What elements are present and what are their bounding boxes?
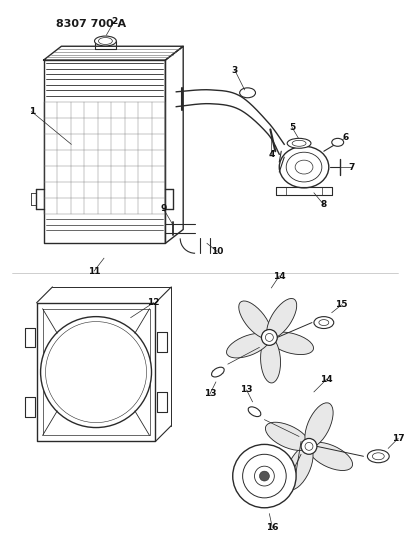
Ellipse shape bbox=[332, 139, 344, 146]
Ellipse shape bbox=[239, 301, 271, 338]
Text: 3: 3 bbox=[232, 66, 238, 75]
Text: 16: 16 bbox=[266, 523, 279, 532]
Text: 8307 700 A: 8307 700 A bbox=[56, 19, 126, 29]
Text: 9: 9 bbox=[160, 204, 166, 213]
Text: 13: 13 bbox=[240, 385, 253, 394]
Ellipse shape bbox=[305, 403, 333, 447]
Ellipse shape bbox=[267, 298, 297, 338]
Ellipse shape bbox=[266, 422, 310, 450]
Text: 4: 4 bbox=[268, 150, 275, 159]
Text: 11: 11 bbox=[88, 266, 100, 276]
Circle shape bbox=[259, 471, 269, 481]
Circle shape bbox=[262, 329, 277, 345]
Ellipse shape bbox=[368, 450, 389, 463]
Circle shape bbox=[301, 439, 317, 454]
Text: 1: 1 bbox=[29, 107, 35, 116]
Text: 10: 10 bbox=[211, 247, 223, 256]
Ellipse shape bbox=[261, 337, 281, 383]
Ellipse shape bbox=[211, 367, 224, 377]
Circle shape bbox=[233, 445, 296, 508]
Text: 6: 6 bbox=[342, 133, 349, 142]
Text: 7: 7 bbox=[348, 163, 355, 172]
Text: 5: 5 bbox=[289, 123, 295, 132]
Text: 17: 17 bbox=[392, 434, 404, 443]
Text: 8: 8 bbox=[321, 200, 327, 209]
Text: 13: 13 bbox=[204, 390, 216, 398]
Ellipse shape bbox=[95, 36, 116, 46]
Ellipse shape bbox=[239, 88, 255, 98]
Text: 14: 14 bbox=[321, 375, 333, 384]
Circle shape bbox=[305, 442, 313, 450]
Circle shape bbox=[266, 334, 273, 342]
Text: 14: 14 bbox=[273, 271, 286, 280]
Ellipse shape bbox=[308, 442, 353, 471]
Ellipse shape bbox=[248, 407, 261, 417]
Ellipse shape bbox=[279, 146, 329, 188]
Ellipse shape bbox=[269, 332, 313, 354]
Circle shape bbox=[255, 466, 274, 486]
Ellipse shape bbox=[287, 139, 311, 148]
Circle shape bbox=[40, 317, 151, 427]
Ellipse shape bbox=[314, 317, 334, 328]
Text: 2: 2 bbox=[111, 17, 118, 26]
Ellipse shape bbox=[285, 446, 313, 490]
Text: 15: 15 bbox=[335, 300, 348, 309]
Text: 12: 12 bbox=[147, 298, 160, 307]
Ellipse shape bbox=[226, 333, 270, 358]
